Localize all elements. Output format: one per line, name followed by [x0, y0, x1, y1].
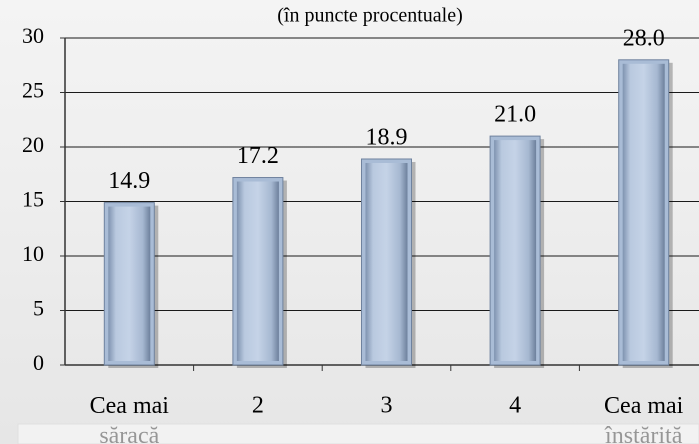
x-tick-label: 3: [381, 393, 393, 419]
y-tick-label: 5: [33, 296, 44, 321]
data-label: 14.9: [108, 168, 150, 194]
data-label: 28.0: [623, 25, 665, 51]
y-tick-label: 30: [22, 23, 44, 48]
bar-bevel: [108, 206, 151, 361]
x-tick-label-line: Cea mai: [90, 393, 170, 419]
subtitle: (în puncte procentuale): [277, 5, 462, 27]
x-tick-label: 4: [509, 393, 521, 419]
y-tick-label: 0: [33, 350, 44, 375]
bar-bevel: [365, 162, 408, 361]
x-tick-label: 2: [252, 393, 264, 419]
bar-bevel: [236, 181, 279, 361]
y-tick-label: 10: [22, 241, 44, 266]
y-tick-label: 20: [22, 132, 44, 157]
bar-bevel: [494, 140, 537, 361]
y-tick-label: 15: [22, 187, 44, 212]
data-label: 21.0: [494, 102, 536, 128]
bar-bevel: [622, 63, 665, 362]
footer-box: [17, 423, 699, 444]
data-label: 18.9: [366, 124, 408, 150]
y-tick-label: 25: [22, 78, 44, 103]
data-label: 17.2: [237, 143, 279, 169]
x-tick-label-line: Cea mai: [604, 393, 684, 419]
